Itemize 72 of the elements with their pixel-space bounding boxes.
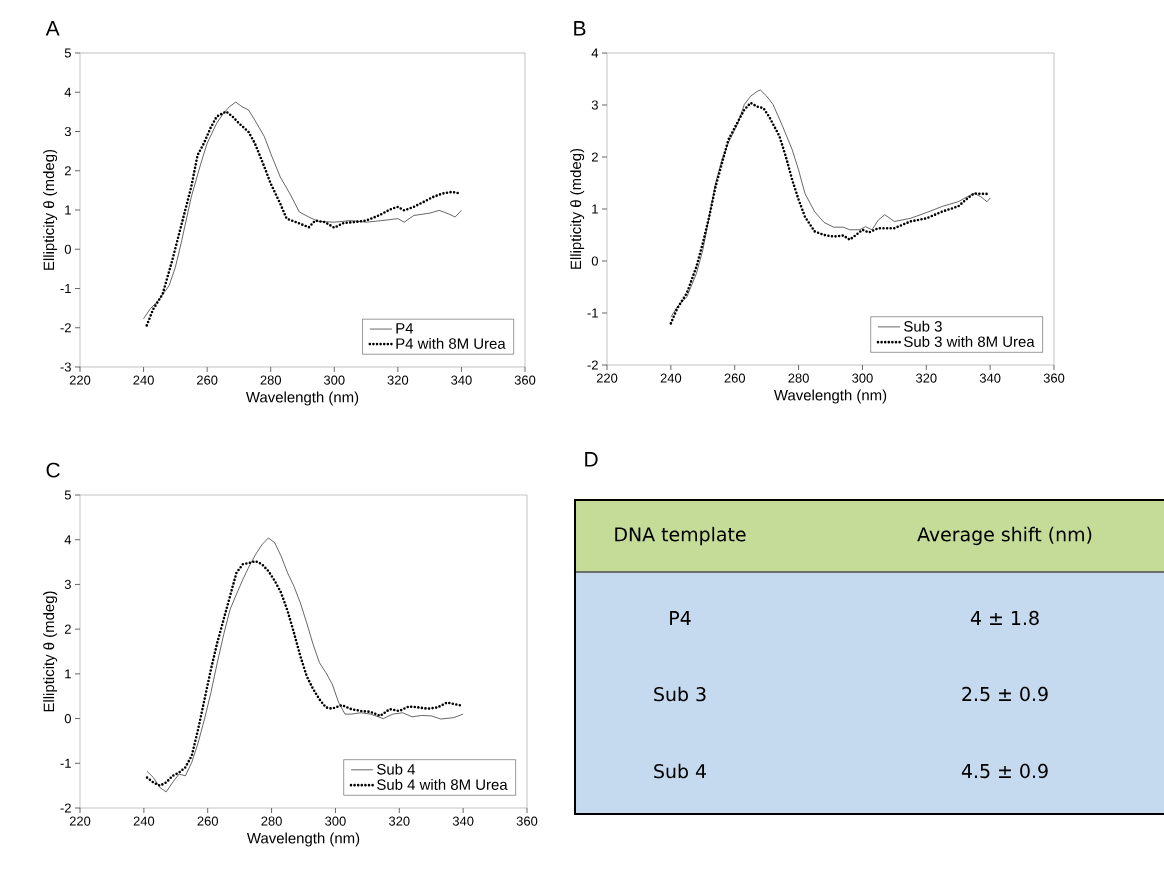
x-tick-label: 260 — [724, 373, 746, 383]
y-tick-label: -2 — [60, 803, 71, 813]
y-tick-label: 1 — [65, 669, 71, 679]
x-axis-title: Wavelength (nm) — [773, 389, 887, 404]
chart-title: A — [45, 21, 60, 36]
y-tick-label: 4 — [64, 535, 72, 545]
y-tick-label: 0 — [591, 256, 598, 266]
y-tick-label: 5 — [64, 490, 71, 500]
y-tick-label: -1 — [60, 758, 71, 768]
x-tick-label: 280 — [261, 816, 282, 826]
legend-label: Sub 3 — [904, 320, 942, 332]
y-axis-title: Ellipticity θ (mdeg) — [570, 148, 585, 269]
x-axis-title: Wavelength (nm) — [245, 391, 359, 406]
x-tick-label: 320 — [915, 373, 937, 383]
x-tick-label: 320 — [388, 816, 410, 826]
x-tick-label: 220 — [69, 375, 91, 385]
y-tick-label: 3 — [64, 126, 71, 137]
x-tick-label: 340 — [452, 816, 474, 826]
y-tick-label: -1 — [60, 284, 71, 293]
legend-label: P4 with 8M Urea — [396, 337, 506, 349]
y-tick-label: -1 — [587, 308, 598, 318]
y-tick-label: 0 — [64, 713, 71, 724]
y-tick-label: 1 — [592, 204, 598, 214]
y-tick-label: 5 — [64, 48, 71, 58]
x-tick-label: 340 — [451, 375, 472, 385]
x-tick-label: 360 — [514, 375, 536, 385]
y-tick-label: 0 — [64, 244, 71, 254]
text: 2.5 ± 0.9 — [962, 686, 1048, 702]
x-tick-label: 220 — [69, 816, 91, 826]
x-tick-label: 240 — [133, 375, 154, 385]
legend-label: Sub 3 with 8M Urea — [904, 336, 1035, 347]
y-tick-label: 1 — [65, 205, 71, 215]
x-tick-label: 300 — [852, 373, 873, 383]
legend-label: Sub 4 with 8M Urea — [377, 778, 508, 790]
text: 4 ± 1.8 — [970, 610, 1039, 626]
y-tick-label: 2 — [591, 152, 598, 162]
text: Average shift (nm) — [917, 526, 1092, 546]
x-tick-label: 360 — [516, 816, 538, 826]
x-axis-title: Wavelength (nm) — [246, 832, 360, 847]
x-tick-label: 320 — [387, 375, 409, 385]
text: D — [585, 452, 598, 467]
y-tick-label: 4 — [64, 87, 72, 97]
x-tick-label: 280 — [260, 375, 282, 385]
x-tick-label: 220 — [596, 373, 618, 383]
x-tick-label: 300 — [325, 816, 346, 826]
x-tick-label: 260 — [197, 816, 219, 826]
legend-label: P4 — [396, 323, 414, 334]
y-axis-title: Ellipticity θ (mdeg) — [43, 149, 58, 270]
text: DNA template — [615, 526, 746, 546]
x-tick-label: 280 — [788, 373, 809, 383]
text: P4 — [670, 611, 691, 625]
y-tick-label: -2 — [587, 360, 598, 370]
chart-title: B — [574, 21, 586, 36]
text: Sub 4 — [654, 763, 706, 779]
chart-title: C — [46, 462, 60, 478]
y-tick-label: 3 — [591, 100, 598, 110]
x-tick-label: 260 — [197, 375, 218, 385]
y-tick-label: 4 — [591, 48, 599, 58]
x-tick-label: 360 — [1043, 373, 1065, 383]
x-tick-label: 240 — [133, 816, 155, 826]
y-tick-label: 2 — [64, 624, 71, 634]
x-tick-label: 300 — [323, 375, 345, 385]
text: Sub 3 — [654, 686, 706, 702]
legend-label: Sub 4 — [377, 763, 415, 775]
y-tick-label: 2 — [64, 166, 71, 176]
x-tick-label: 340 — [979, 373, 1001, 383]
y-tick-label: 3 — [64, 579, 71, 590]
x-tick-label: 240 — [660, 373, 682, 383]
y-tick-label: -2 — [60, 323, 71, 333]
y-tick-label: -3 — [60, 362, 71, 372]
text: 4.5 ± 0.9 — [961, 763, 1048, 779]
y-axis-title: Ellipticity θ (mdeg) — [43, 591, 58, 712]
